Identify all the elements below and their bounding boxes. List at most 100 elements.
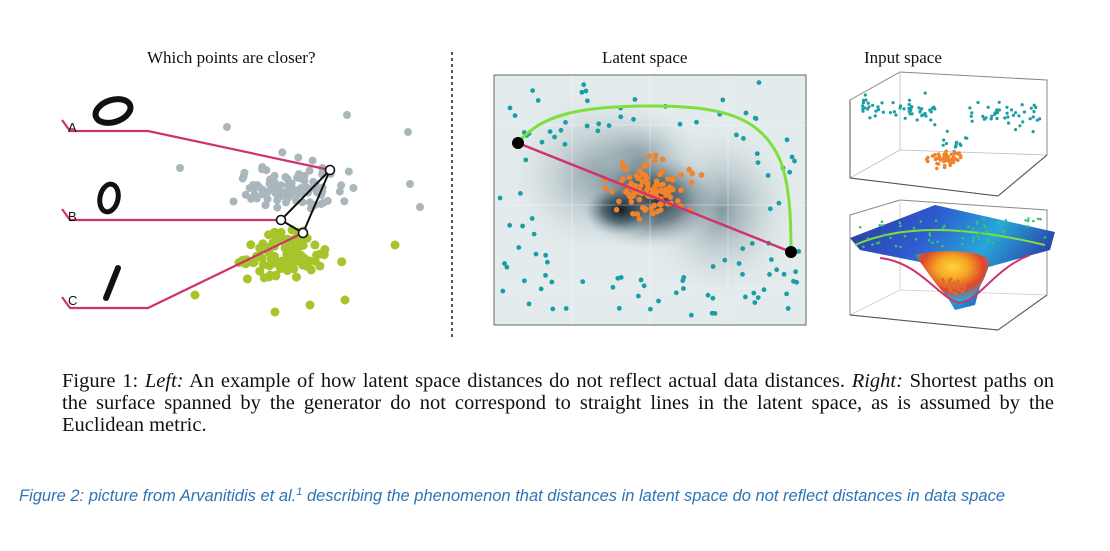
- scatter-dot: [880, 101, 884, 105]
- scatter-dot: [543, 252, 549, 258]
- scatter-dot: [308, 156, 317, 165]
- scatter-dot: [776, 200, 782, 206]
- scatter-dot: [986, 105, 990, 109]
- scatter-dot: [646, 153, 652, 159]
- left-panel-title: Which points are closer?: [147, 48, 316, 67]
- scatter-dot: [323, 196, 332, 205]
- input-panel-title: Input space: [864, 48, 942, 67]
- scatter-dot: [305, 166, 314, 175]
- scatter-dot: [689, 170, 695, 177]
- scatter-dot: [944, 149, 948, 154]
- scatter-dot: [258, 260, 268, 270]
- caption-right-text: Shortest paths on the surface spanned by…: [62, 370, 1054, 436]
- scatter-dot: [271, 189, 280, 198]
- scatter-dot: [680, 278, 686, 284]
- scatter-dot: [954, 286, 958, 290]
- distance-triangle: [279, 169, 331, 235]
- scatter-dot: [652, 157, 658, 164]
- scatter-dot: [686, 166, 692, 173]
- scatter-dot: [903, 116, 907, 120]
- scatter-dot: [337, 181, 346, 190]
- scatter-dot: [949, 289, 953, 293]
- point-c: [297, 227, 309, 239]
- scatter-dot: [915, 118, 919, 122]
- scatter-dot: [1005, 111, 1009, 115]
- scatter-dot: [1003, 116, 1007, 120]
- scatter-dot: [875, 242, 879, 245]
- scatter-dot: [948, 286, 953, 291]
- scatter-dot: [516, 245, 522, 250]
- scatter-dot: [712, 311, 718, 316]
- scatter-dot: [868, 116, 872, 120]
- scatter-dot: [652, 152, 659, 159]
- scatter-dot: [982, 217, 985, 221]
- scatter-dot: [982, 117, 986, 121]
- scatter-dot: [1014, 111, 1018, 115]
- scatter-dot: [246, 240, 256, 250]
- scatter-dot: [667, 194, 674, 200]
- scatter-dot: [920, 107, 924, 111]
- scatter-dot: [1018, 124, 1022, 128]
- scatter-dot: [995, 111, 1000, 115]
- scatter-dot: [933, 152, 937, 157]
- scatter-dot: [285, 241, 295, 251]
- scatter-dot: [1032, 110, 1036, 114]
- endpoint-start: [512, 137, 524, 149]
- scatter-dot: [996, 221, 1000, 224]
- scatter-dot: [335, 187, 344, 196]
- path-b: [61, 208, 281, 222]
- scatter-dot: [618, 275, 624, 280]
- scatter-dot: [883, 233, 886, 236]
- scatter-dot: [761, 287, 767, 293]
- scatter-dot: [877, 241, 881, 244]
- scatter-dot: [996, 108, 1000, 112]
- scatter-dot: [665, 176, 671, 182]
- scatter-dot: [1006, 115, 1010, 119]
- scatter-dot: [518, 191, 523, 196]
- scatter-dot: [651, 202, 657, 209]
- scatter-dot: [969, 114, 973, 118]
- scatter-dot: [675, 198, 681, 204]
- scatter-dot: [993, 112, 997, 116]
- scatter-dot: [581, 82, 587, 88]
- scatter-dot: [502, 261, 507, 266]
- scatter-dot: [344, 167, 353, 176]
- scatter-dot: [606, 123, 612, 128]
- scatter-dot: [310, 240, 320, 250]
- scatter-dot: [785, 306, 791, 311]
- scatter-dot: [558, 127, 564, 133]
- scatter-dot: [794, 279, 799, 285]
- scatter-dot: [630, 211, 636, 217]
- scatter-dot: [549, 279, 555, 285]
- scatter-dot: [1027, 217, 1030, 220]
- scatter-dot: [955, 151, 959, 156]
- path-a: [61, 119, 331, 172]
- scatter-dot: [784, 291, 789, 297]
- scatter-dot: [948, 161, 953, 166]
- scatter-dot: [710, 264, 716, 269]
- scatter-dot: [902, 107, 906, 111]
- scatter-dot: [876, 108, 881, 112]
- scatter-dot: [673, 290, 679, 296]
- scatter-dot: [931, 241, 934, 245]
- scatter-dot: [252, 194, 261, 203]
- scatter-dot: [861, 107, 865, 111]
- scatter-dot: [943, 284, 947, 288]
- scatter-dot: [876, 105, 880, 109]
- scatter-dot: [743, 294, 748, 300]
- input-space-scatter-3d: [849, 71, 1048, 197]
- scatter-dot: [563, 120, 568, 125]
- scatter-dot: [543, 273, 548, 278]
- scatter-dot: [1039, 217, 1042, 221]
- scatter-dot: [903, 234, 907, 238]
- scatter-dot: [956, 288, 960, 292]
- scatter-dot: [918, 109, 922, 113]
- scatter-dot: [861, 101, 866, 105]
- scatter-dot: [967, 225, 970, 228]
- scatter-dot: [898, 106, 902, 110]
- scatter-dot: [990, 114, 994, 118]
- label-a: A: [68, 120, 77, 135]
- scatter-dot: [261, 200, 270, 209]
- scatter-dot: [547, 129, 553, 135]
- scatter-dot: [976, 234, 979, 238]
